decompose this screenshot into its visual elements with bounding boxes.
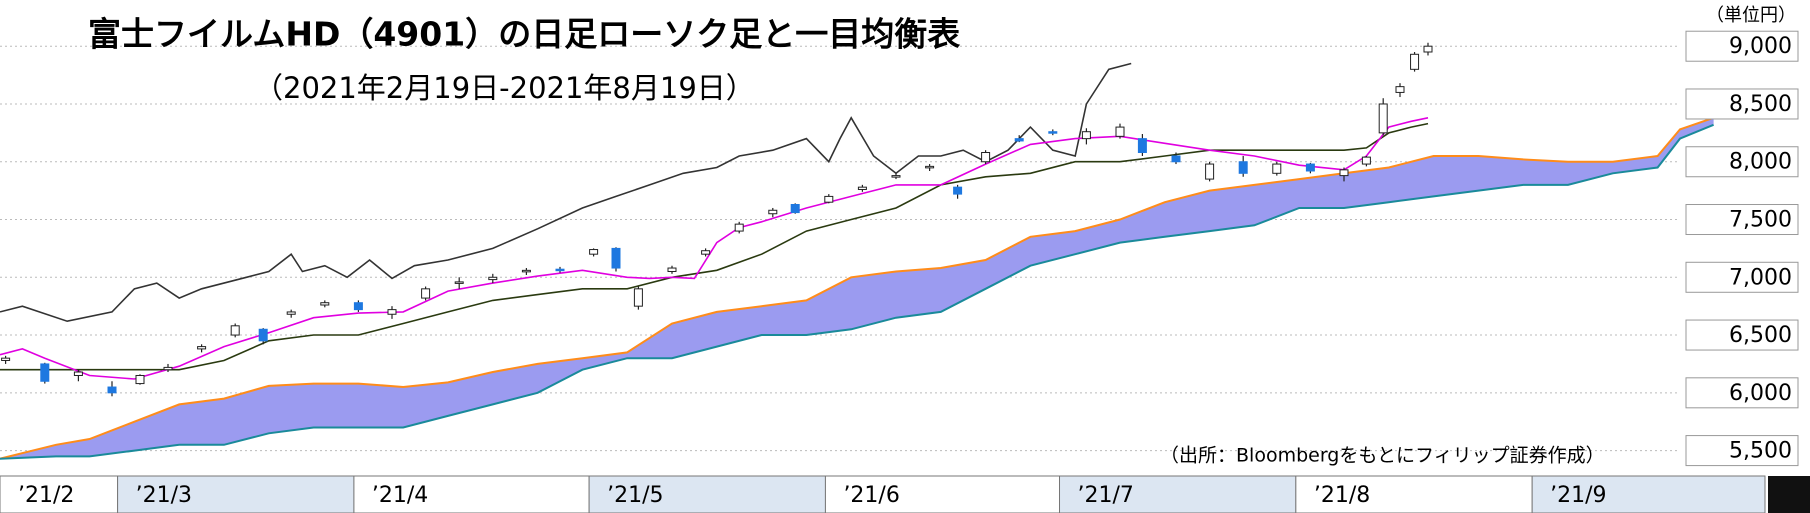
candle-body	[790, 203, 800, 214]
y-tick-label: 5,500	[1729, 439, 1792, 464]
y-tick-label: 6,000	[1729, 381, 1792, 406]
x-tick-label: ’21/4	[372, 483, 428, 508]
candle-body	[387, 309, 397, 315]
candle-body	[857, 186, 867, 190]
y-tick-label: 8,000	[1729, 150, 1792, 175]
y-tick-box	[1685, 30, 1799, 62]
y-tick-box	[1685, 435, 1799, 467]
candle-body	[633, 288, 643, 307]
x-band	[0, 475, 119, 513]
candle-body	[589, 249, 599, 255]
candle-body	[286, 311, 296, 315]
span-line	[0, 123, 1714, 460]
y-tick-label: 7,000	[1729, 265, 1792, 290]
x-band	[353, 475, 590, 513]
candle-body	[925, 165, 935, 169]
y-tick-box	[1685, 261, 1799, 293]
candle-body	[1410, 53, 1420, 70]
plot-area	[0, 42, 1714, 460]
x-tick-label: ’21/2	[18, 483, 74, 508]
source-note: （出所：Bloombergをもとにフィリップ証券作成）	[1160, 445, 1605, 467]
x-band	[824, 475, 1061, 513]
candle-body	[258, 328, 268, 342]
y-tick-box	[1685, 88, 1799, 120]
candle-body	[1014, 138, 1024, 142]
candle-body	[1238, 161, 1248, 174]
x-tick-label: ’21/9	[1550, 483, 1606, 508]
x-tick-label: ’21/7	[1078, 483, 1134, 508]
y-tick-box	[1685, 204, 1799, 236]
candle-body	[40, 363, 50, 382]
candle-body	[521, 269, 531, 273]
candle-body	[611, 247, 621, 269]
x-tick-label: ’21/6	[843, 483, 899, 508]
y-tick-label: 6,500	[1729, 323, 1792, 348]
candle-body	[230, 325, 240, 336]
candle-body	[555, 268, 565, 272]
span-line	[0, 116, 1714, 460]
candle-body	[667, 267, 677, 273]
candle-body	[197, 346, 207, 350]
x-band	[1531, 475, 1766, 513]
x-tick-label: ’21/3	[136, 483, 192, 508]
candle-body	[320, 302, 330, 306]
candle-body	[454, 281, 464, 284]
axis-corner	[1768, 476, 1810, 513]
chart-title: 富士フイルムHD（4901）の日足ローソク足と一目均衡表	[88, 15, 960, 54]
candle-body	[421, 288, 431, 299]
x-band	[588, 475, 826, 513]
indicator-line	[0, 117, 1429, 380]
chart-subtitle: （2021年2月19日-2021年8月19日）	[254, 71, 755, 105]
candle-body	[1361, 156, 1371, 165]
candle-body	[488, 276, 498, 281]
candle-body	[73, 371, 83, 376]
candle-body	[1171, 155, 1181, 163]
y-tick-box	[1685, 377, 1799, 409]
y-tick-label: 8,500	[1729, 92, 1792, 117]
candle-body	[1048, 131, 1058, 134]
candle-body	[1, 357, 11, 361]
candle-body	[768, 209, 778, 215]
y-tick-box	[1685, 146, 1799, 178]
candle-body	[1395, 86, 1405, 93]
candle-body	[734, 223, 744, 232]
y-tick-label: 9,000	[1729, 34, 1792, 59]
candle-body	[1423, 45, 1433, 53]
candle-body	[353, 302, 363, 311]
candle-body	[1137, 138, 1147, 154]
candle-body	[1305, 163, 1315, 172]
candle-body	[1378, 103, 1388, 134]
candle-body	[107, 386, 117, 394]
candle-body	[1081, 131, 1091, 140]
indicator-line	[0, 122, 1429, 371]
candle-body	[824, 195, 834, 203]
candle-body	[1205, 163, 1215, 180]
unit-label: （単位円）	[1706, 5, 1796, 26]
candle-body	[163, 366, 173, 371]
x-tick-label: ’21/8	[1314, 483, 1370, 508]
candle-body	[891, 175, 901, 178]
y-tick-box	[1685, 319, 1799, 351]
x-band	[1295, 475, 1533, 513]
cloud	[0, 117, 1714, 459]
candle-body	[701, 250, 711, 255]
candle-body	[981, 152, 991, 163]
y-tick-label: 7,500	[1729, 208, 1792, 233]
candle-body	[1115, 126, 1125, 137]
candle-body	[1339, 169, 1349, 177]
candle-body	[1272, 163, 1282, 174]
candle-body	[953, 186, 963, 195]
candle-body	[135, 374, 145, 385]
x-tick-label: ’21/5	[607, 483, 663, 508]
